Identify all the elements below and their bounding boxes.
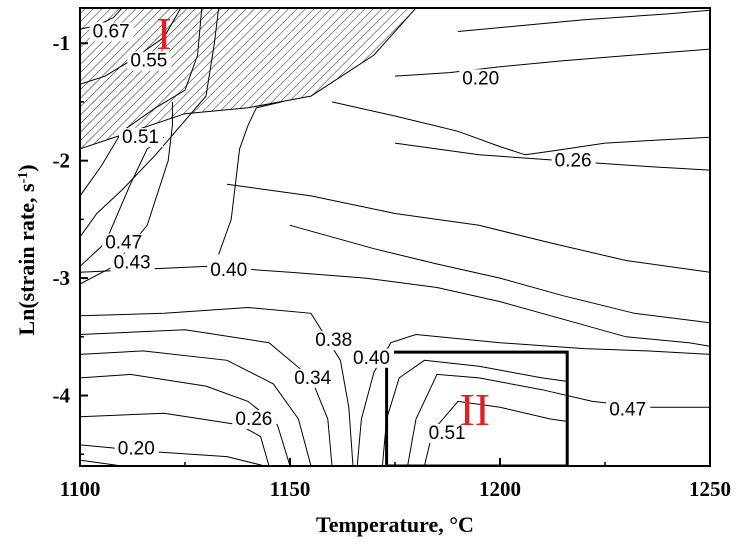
contour-label-13: 0.47 bbox=[609, 400, 646, 421]
region-labels-layer: III bbox=[156, 8, 490, 435]
y-tick-label: -2 bbox=[53, 149, 71, 173]
contour-label-bg-2 bbox=[127, 51, 172, 71]
contour-label-bg-4 bbox=[119, 128, 163, 148]
contour-label-bg-13 bbox=[606, 400, 651, 420]
contour-line-15 bbox=[80, 265, 710, 347]
y-tick-label: -1 bbox=[53, 31, 71, 55]
contour-labels-layer: 0.670.550.200.510.260.470.43 0.400.380.40… bbox=[89, 21, 651, 459]
contour-label-4: 0.51 bbox=[122, 127, 159, 148]
contour-line-9 bbox=[80, 329, 333, 466]
contour-line-21 bbox=[457, 9, 710, 32]
contour-line-6 bbox=[80, 101, 173, 285]
contour-label-bg-6 bbox=[102, 233, 147, 253]
y-axis-title-sup: -1 bbox=[16, 172, 31, 184]
x-tick-label: 1100 bbox=[60, 477, 101, 501]
contour-label-14: 0.51 bbox=[429, 423, 466, 444]
y-tick-label: -3 bbox=[53, 266, 71, 290]
y-axis-title-end: ) bbox=[14, 164, 39, 171]
contour-label-6: 0.47 bbox=[105, 233, 142, 254]
contour-line-19 bbox=[331, 101, 710, 156]
contour-label-bg-10 bbox=[350, 348, 394, 368]
contour-line-17 bbox=[226, 183, 710, 273]
contour-label-10: 0.40 bbox=[353, 348, 390, 369]
contour-line-4 bbox=[80, 8, 220, 238]
contours-layer bbox=[80, 8, 710, 466]
contour-line-8 bbox=[80, 306, 354, 466]
x-axis: 1100 1150 1200 1250 bbox=[60, 458, 731, 501]
contour-label-15: 0.20 bbox=[118, 438, 155, 459]
contour-line-22 bbox=[356, 333, 710, 466]
contour-label-bg-15 bbox=[114, 439, 159, 459]
contour-line-7 bbox=[218, 101, 282, 255]
contour-label-5: 0.26 bbox=[555, 151, 592, 172]
contour-line-3 bbox=[80, 8, 203, 197]
contour-label-bg-5 bbox=[551, 151, 596, 171]
contour-label-bg-7 bbox=[110, 253, 155, 273]
contour-label-11: 0.34 bbox=[294, 368, 331, 389]
contour-line-11 bbox=[80, 373, 291, 466]
contour-line-10 bbox=[80, 350, 312, 466]
x-tick-label: 1200 bbox=[479, 477, 521, 501]
contour-line-23 bbox=[381, 359, 568, 466]
contour-label-2: 0.55 bbox=[130, 51, 167, 72]
contour-label-bg-9 bbox=[312, 331, 357, 351]
region-2-label: II bbox=[459, 384, 490, 435]
contour-label-8: 0.40 bbox=[210, 260, 247, 281]
x-tick-label: 1250 bbox=[689, 477, 731, 501]
contour-label-12: 0.26 bbox=[235, 409, 272, 430]
x-tick-label: 1150 bbox=[270, 477, 311, 501]
region-2-area bbox=[385, 350, 569, 466]
contour-line-16 bbox=[289, 224, 710, 324]
contour-label-bg-11 bbox=[291, 368, 336, 388]
contour-label-bg-1 bbox=[89, 22, 134, 42]
contour-line-13 bbox=[80, 444, 265, 466]
x-axis-title: Temperature, °C bbox=[316, 512, 474, 537]
y-tick-label: -4 bbox=[53, 384, 71, 408]
contour-line-1 bbox=[80, 8, 123, 30]
contour-label-3: 0.20 bbox=[462, 68, 499, 89]
y-axis-title: Ln(strain rate, s-1) bbox=[14, 164, 39, 335]
contour-label-9: 0.38 bbox=[315, 330, 352, 351]
contour-label-bg-12 bbox=[232, 409, 277, 429]
y-axis-title-main: Ln(strain rate, s bbox=[14, 183, 39, 336]
contour-label-bg-8 bbox=[207, 260, 252, 280]
region-1-label: I bbox=[156, 8, 171, 59]
contour-label-bg-14 bbox=[425, 424, 470, 443]
contour-label-7: 0.43 bbox=[114, 253, 151, 274]
contour-label-bg-3 bbox=[459, 69, 504, 89]
contour-line-20 bbox=[394, 48, 710, 77]
contour-label-1: 0.67 bbox=[93, 21, 130, 42]
y-axis: -1 -2 -3 -4 bbox=[53, 31, 88, 456]
